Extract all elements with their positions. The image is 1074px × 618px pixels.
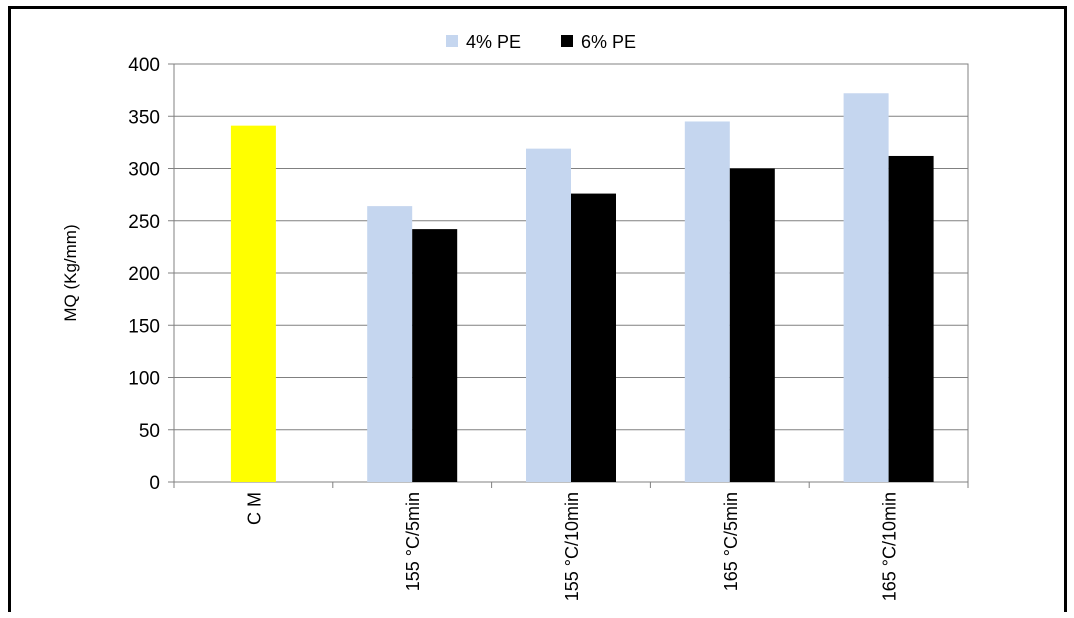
y-axis-ticks: 0 50 100 150 200 250 300 350 400: [128, 55, 174, 494]
bar-4pct-pe: [843, 93, 889, 482]
x-tick-label: 155 °C/5min: [403, 492, 423, 591]
bar-6pct-pe: [571, 193, 616, 482]
y-axis-label: MQ (Kg/mm): [61, 224, 80, 321]
legend-swatch: [446, 35, 458, 47]
legend-label: 6% PE: [581, 32, 636, 52]
bar-control: [230, 125, 276, 482]
bar-4pct-pe: [367, 206, 413, 482]
y-tick-label: 350: [128, 107, 160, 128]
legend-label: 4% PE: [466, 32, 521, 52]
bar-6pct-pe: [888, 155, 934, 482]
legend-swatch: [561, 35, 573, 47]
x-tick-label: 155 °C/10min: [562, 492, 582, 601]
y-tick-label: 400: [128, 55, 160, 76]
bar-6pct-pe: [412, 229, 458, 482]
bars: [230, 93, 934, 482]
bar-4pct-pe: [684, 121, 730, 482]
legend: 4% PE 6% PE: [446, 32, 636, 52]
y-tick-label: 200: [128, 264, 160, 285]
y-tick-label: 50: [139, 421, 160, 442]
chart-frame: [8, 6, 1067, 612]
y-tick-label: 100: [128, 369, 160, 390]
x-tick-label: 165 °C/10min: [880, 492, 900, 601]
y-tick-label: 150: [128, 316, 160, 337]
x-tick-label: C M: [244, 492, 264, 525]
y-tick-label: 300: [128, 160, 160, 181]
y-tick-label: 250: [128, 212, 160, 233]
x-tick-label: 165 °C/5min: [721, 492, 741, 591]
bar-4pct-pe: [526, 148, 571, 482]
x-axis-ticks: C M 155 °C/5min 155 °C/10min 165 °C/5min 165…: [173, 482, 969, 601]
bar-6pct-pe: [729, 168, 775, 482]
y-tick-label: 0: [149, 473, 160, 494]
